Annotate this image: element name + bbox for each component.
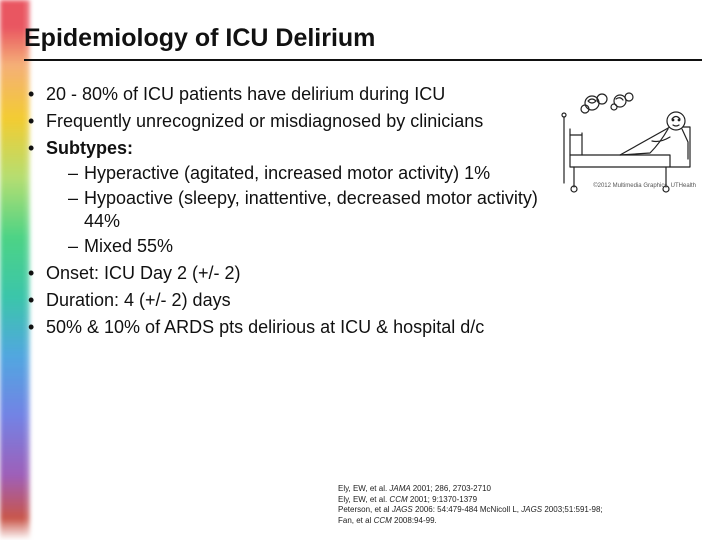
bullet-item: Onset: ICU Day 2 (+/- 2) xyxy=(24,262,702,285)
bullet-text: 50% & 10% of ARDS pts delirious at ICU &… xyxy=(46,317,484,337)
sub-bullet-text: Hyperactive (agitated, increased motor a… xyxy=(84,163,490,183)
bullet-item: 20 - 80% of ICU patients have delirium d… xyxy=(24,83,702,106)
sub-bullet-text: Hypoactive (sleepy, inattentive, decreas… xyxy=(84,187,564,233)
ref-journal: JAMA xyxy=(389,484,412,493)
ref-journal: JAGS xyxy=(392,505,415,514)
ref-text: Ely, EW, et al. xyxy=(338,495,389,504)
bullet-item: Frequently unrecognized or misdiagnosed … xyxy=(24,110,702,133)
reference-line: Ely, EW, et al. JAMA 2001; 286, 2703-271… xyxy=(338,484,698,494)
bullet-text: Subtypes: xyxy=(46,138,133,158)
slide-content: ©2012 Multimedia Graphics, UTHealth 20 -… xyxy=(24,83,702,339)
bullet-item: 50% & 10% of ARDS pts delirious at ICU &… xyxy=(24,316,702,339)
sub-bullet-item: Mixed 55% xyxy=(46,235,702,258)
references-block: Ely, EW, et al. JAMA 2001; 286, 2703-271… xyxy=(338,484,698,526)
ref-journal: CCM xyxy=(374,516,394,525)
ref-text: 2006: 54:479-484 McNicoll L, xyxy=(415,505,521,514)
reference-line: Fan, et al CCM 2008:94-99. xyxy=(338,516,698,526)
ref-text: 2001; 9:1370-1379 xyxy=(410,495,477,504)
slide: Epidemiology of ICU Delirium xyxy=(0,0,720,540)
ref-text: Peterson, et al xyxy=(338,505,392,514)
reference-line: Ely, EW, et al. CCM 2001; 9:1370-1379 xyxy=(338,495,698,505)
ref-text: 2003;51:591-98; xyxy=(544,505,602,514)
sub-bullet-item: Hypoactive (sleepy, inattentive, decreas… xyxy=(46,187,702,233)
reference-line: Peterson, et al JAGS 2006: 54:479-484 Mc… xyxy=(338,505,698,515)
ref-text: Ely, EW, et al. xyxy=(338,484,389,493)
sub-bullet-item: Hyperactive (agitated, increased motor a… xyxy=(46,162,702,185)
ref-text: 2008:94-99. xyxy=(394,516,437,525)
bullet-list: 20 - 80% of ICU patients have delirium d… xyxy=(24,83,702,339)
bullet-text: 20 - 80% of ICU patients have delirium d… xyxy=(46,84,445,104)
bullet-text: Frequently unrecognized or misdiagnosed … xyxy=(46,111,483,131)
slide-title: Epidemiology of ICU Delirium xyxy=(24,24,702,61)
sub-bullet-list: Hyperactive (agitated, increased motor a… xyxy=(46,162,702,258)
ref-journal: CCM xyxy=(389,495,409,504)
bullet-item: Subtypes: Hyperactive (agitated, increas… xyxy=(24,137,702,258)
bullet-text: Duration: 4 (+/- 2) days xyxy=(46,290,231,310)
ref-text: 2001; 286, 2703-2710 xyxy=(413,484,491,493)
ref-text: Fan, et al xyxy=(338,516,374,525)
ref-journal: JAGS xyxy=(521,505,544,514)
bullet-text: Onset: ICU Day 2 (+/- 2) xyxy=(46,263,241,283)
sub-bullet-text: Mixed 55% xyxy=(84,236,173,256)
bullet-item: Duration: 4 (+/- 2) days xyxy=(24,289,702,312)
